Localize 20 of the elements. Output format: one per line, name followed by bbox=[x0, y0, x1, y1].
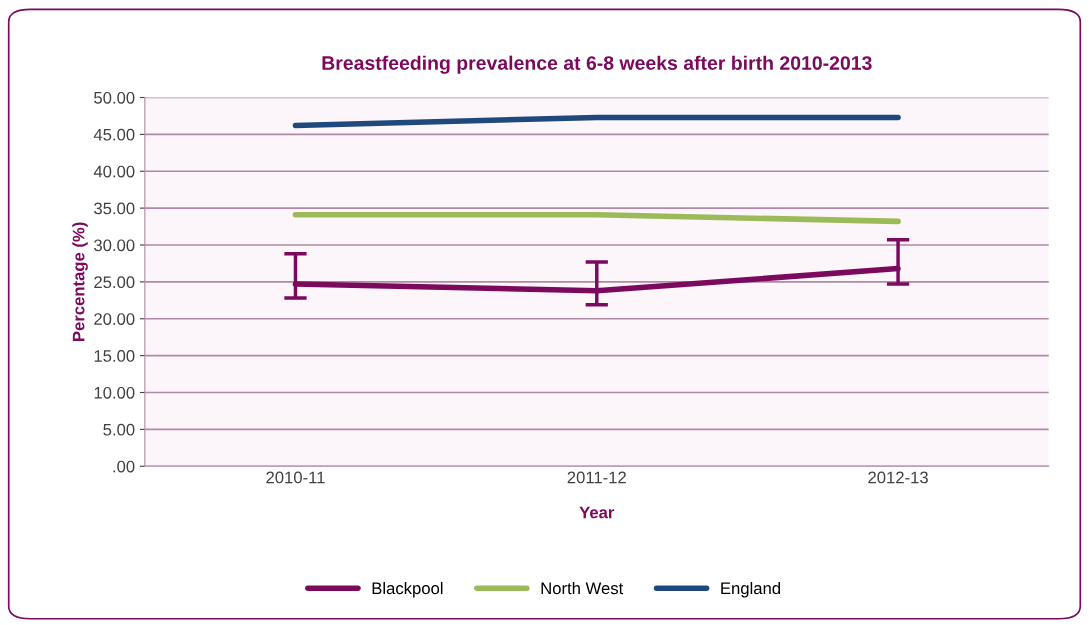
legend-label: England bbox=[721, 581, 780, 598]
x-tick-label: 2011-12 bbox=[567, 471, 626, 484]
y-tick-label: 20.00 bbox=[94, 313, 135, 325]
y-tick-label: 40.00 bbox=[93, 165, 135, 178]
x-tick-label: 2010-11 bbox=[266, 471, 325, 484]
x-axis-title: Year bbox=[579, 506, 615, 519]
y-tick-label: 45.00 bbox=[93, 128, 135, 141]
y-tick-label: 15.00 bbox=[94, 350, 135, 362]
y-axis-title: Percentage (%) bbox=[72, 222, 88, 341]
y-tick-label: 50.00 bbox=[94, 91, 135, 104]
y-tick-label: 30.00 bbox=[94, 239, 135, 252]
chart-title: Breastfeeding prevalence at 6-8 weeks after birth 2010-2013 bbox=[322, 55, 872, 74]
y-tick-label: 5.00 bbox=[103, 423, 135, 436]
y-tick-label: 35.00 bbox=[94, 202, 135, 215]
y-tick-label: 10.00 bbox=[94, 386, 135, 399]
x-tick-label: 2012-13 bbox=[868, 471, 928, 484]
y-tick-label: 25.00 bbox=[94, 276, 135, 289]
y-tick-label: .00 bbox=[113, 460, 135, 473]
legend-label: North West bbox=[541, 581, 624, 595]
legend-label: Blackpool bbox=[372, 581, 443, 598]
